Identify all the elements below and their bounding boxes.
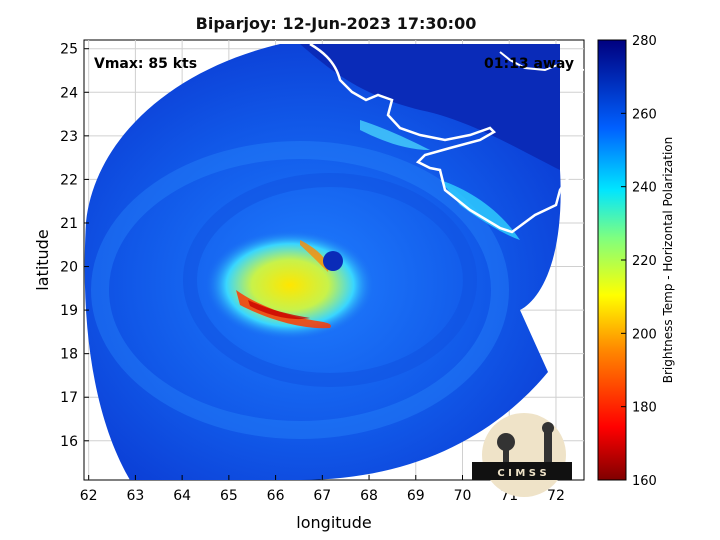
y-tick-label: 18 [60, 347, 78, 363]
colorbar-tick-label: 240 [632, 181, 657, 196]
y-axis-label: latitude [33, 229, 52, 290]
y-tick-label: 23 [60, 129, 78, 145]
coastline-north [499, 51, 584, 72]
x-tick-label: 63 [126, 488, 144, 504]
colorbar-tick-label: 260 [632, 107, 657, 122]
colorbar-tick-label: 280 [632, 34, 657, 49]
y-tick-label: 16 [60, 434, 78, 450]
time-away-label: 01:13 away [484, 56, 574, 72]
chart-title: Biparjoy: 12-Jun-2023 17:30:00 [195, 14, 477, 33]
y-tick-label: 17 [60, 390, 78, 406]
y-tick-label: 20 [60, 260, 78, 276]
x-tick-label: 68 [360, 488, 378, 504]
colorbar-label: Brightness Temp - Horizontal Polarizatio… [661, 137, 675, 384]
x-axis-label: longitude [296, 513, 371, 532]
x-tick-label: 72 [547, 488, 565, 504]
x-axis: 62 63 64 65 66 67 68 69 70 71 72 [80, 475, 565, 504]
x-tick-label: 64 [173, 488, 191, 504]
y-tick-label: 22 [60, 172, 78, 188]
x-tick-label: 70 [454, 488, 472, 504]
y-tick-label: 19 [60, 303, 78, 319]
brightness-swath [84, 44, 561, 480]
vmax-label: Vmax: 85 kts [94, 56, 197, 72]
colorbar-ticks: 280 260 240 220 200 180 160 [621, 34, 657, 489]
cimss-logo: C I M S S [472, 413, 572, 497]
colorbar-tick-label: 220 [632, 254, 657, 269]
y-axis: 16 17 18 19 20 21 22 23 24 25 [60, 42, 89, 450]
y-tick-label: 21 [60, 216, 78, 232]
x-tick-label: 69 [407, 488, 425, 504]
x-tick-label: 66 [267, 488, 285, 504]
coastline [309, 42, 582, 234]
logo-text: C I M S S [497, 468, 546, 479]
colorbar-tick-label: 160 [632, 474, 657, 489]
y-tick-label: 25 [60, 42, 78, 58]
x-tick-label: 65 [220, 488, 238, 504]
x-tick-label: 67 [313, 488, 331, 504]
y-tick-label: 24 [60, 85, 78, 101]
x-tick-label: 62 [80, 488, 98, 504]
colorbar-tick-label: 200 [632, 327, 657, 342]
storm-eye [323, 251, 343, 271]
colorbar-tick-label: 180 [632, 401, 657, 416]
